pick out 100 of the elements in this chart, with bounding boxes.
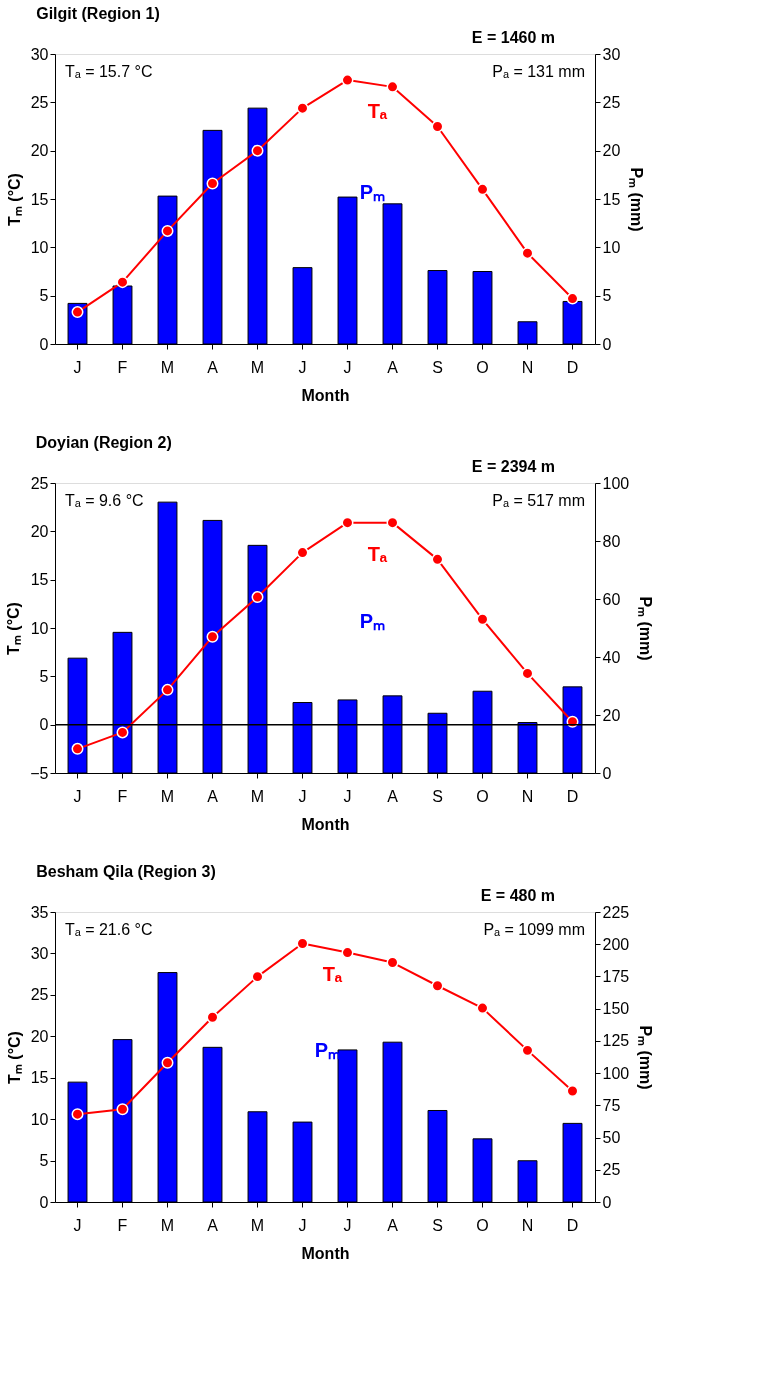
x-tick-label: A	[387, 358, 399, 376]
y-tick-label: 30	[30, 944, 49, 962]
y2-tick-label: 40	[602, 648, 621, 666]
annotation: Pₐ = 1099 mm	[483, 921, 585, 938]
y-tick-label: 35	[30, 903, 49, 921]
x-tick-label: J	[343, 358, 352, 376]
x-tick-label: N	[521, 358, 534, 376]
x-tick-label: J	[343, 1216, 352, 1234]
series-label: Tₐ	[367, 100, 388, 123]
x-tick-label: F	[117, 1216, 128, 1234]
y2-axis-title: Pₘ (mm)	[637, 1025, 655, 1090]
series-label: Tₐ	[322, 963, 343, 986]
y-tick-label: 5	[39, 667, 49, 685]
point	[161, 224, 174, 237]
annotation: Pₐ = 131 mm	[492, 63, 585, 80]
x-axis-title: Month	[301, 386, 350, 404]
text: E = 1460 m	[471, 29, 555, 46]
chart-title: Gilgit (Region 1)	[36, 5, 160, 22]
y2-tick-label: 225	[602, 903, 630, 921]
x-tick-label: J	[73, 1216, 82, 1234]
point	[116, 1103, 129, 1116]
y-tick-label: 10	[30, 1110, 49, 1128]
y2-axis-title: Pₘ (mm)	[637, 596, 655, 661]
y-tick-label: 0	[39, 335, 49, 353]
point	[341, 74, 354, 87]
y2-axis-title: Pₘ (mm)	[628, 167, 646, 232]
y2-tick-label: 75	[602, 1096, 621, 1114]
y2-tick-label: 100	[602, 1064, 630, 1082]
x-axis-title: Month	[301, 815, 350, 833]
point	[116, 726, 129, 739]
y-tick-label: −5	[30, 764, 49, 782]
x-tick-label: O	[476, 358, 489, 376]
y2-tick-label: 0	[602, 1193, 612, 1211]
point	[71, 1108, 84, 1121]
y2-tick-label: 150	[602, 1000, 630, 1018]
annotation: Tₐ = 15.7 °C	[65, 63, 153, 80]
text: E = 480 m	[480, 887, 555, 904]
y2-tick-label: 200	[602, 935, 630, 953]
point	[206, 1011, 219, 1024]
point	[161, 683, 174, 696]
y-tick-label: 20	[30, 1027, 49, 1045]
x-tick-label: A	[207, 358, 219, 376]
x-tick-label: N	[521, 1216, 534, 1234]
x-tick-label: O	[476, 1216, 489, 1234]
x-tick-label: M	[250, 358, 265, 376]
y2-tick-label: 20	[602, 142, 621, 160]
y2-tick-label: 0	[602, 335, 612, 353]
annotation: Tₐ = 21.6 °C	[65, 921, 153, 938]
x-tick-label: O	[476, 787, 489, 805]
x-tick-label: J	[298, 1216, 307, 1234]
y-tick-label: 0	[39, 1193, 49, 1211]
x-tick-label: A	[387, 787, 399, 805]
x-tick-label: D	[566, 358, 579, 376]
y-tick-label: 10	[30, 238, 49, 256]
x-tick-label: N	[521, 787, 534, 805]
x-tick-label: M	[160, 358, 175, 376]
y2-tick-label: 25	[602, 93, 621, 111]
x-tick-label: J	[298, 787, 307, 805]
point	[116, 276, 129, 289]
y-tick-label: 30	[30, 45, 49, 63]
text: E = 2394 m	[471, 458, 555, 475]
y-axis-title: Tₘ (°C)	[5, 1031, 23, 1084]
chart-title: Doyian (Region 2)	[35, 434, 172, 451]
y-tick-label: 25	[30, 474, 49, 492]
annotation: Tₐ = 9.6 °C	[65, 492, 144, 509]
point	[206, 630, 219, 643]
y2-tick-label: 50	[602, 1129, 621, 1147]
x-tick-label: A	[387, 1216, 399, 1234]
y2-tick-label: 20	[602, 706, 621, 724]
point	[251, 144, 264, 157]
y2-tick-label: 15	[602, 190, 621, 208]
x-tick-label: F	[117, 358, 128, 376]
y2-tick-label: 125	[602, 1032, 630, 1050]
point	[251, 591, 264, 604]
series-label: Tₐ	[367, 542, 388, 565]
y-tick-label: 15	[30, 190, 49, 208]
y2-tick-label: 10	[602, 238, 621, 256]
y-tick-label: 20	[30, 142, 49, 160]
text: Pₘ	[359, 610, 386, 633]
y2-tick-label: 0	[602, 764, 612, 782]
x-tick-label: S	[432, 1216, 443, 1234]
point	[476, 1002, 489, 1015]
x-tick-label: A	[207, 1216, 219, 1234]
y-tick-label: 5	[39, 1152, 49, 1170]
y2-tick-label: 80	[602, 532, 621, 550]
x-tick-label: D	[566, 1216, 579, 1234]
x-tick-label: M	[160, 787, 175, 805]
y-axis-title: Tₘ (°C)	[5, 173, 23, 226]
x-tick-label: S	[432, 358, 443, 376]
point	[161, 1056, 174, 1069]
point	[71, 306, 84, 319]
y2-tick-label: 30	[602, 45, 621, 63]
y2-tick-label: 175	[602, 967, 630, 985]
x-tick-label: J	[298, 358, 307, 376]
y-tick-label: 25	[30, 986, 49, 1004]
x-axis-title: Month	[301, 1244, 350, 1262]
y-axis-title: Tₘ (°C)	[5, 602, 23, 655]
x-tick-label: D	[566, 787, 579, 805]
y-tick-label: 0	[39, 716, 49, 734]
y2-tick-label: 25	[602, 1161, 621, 1179]
